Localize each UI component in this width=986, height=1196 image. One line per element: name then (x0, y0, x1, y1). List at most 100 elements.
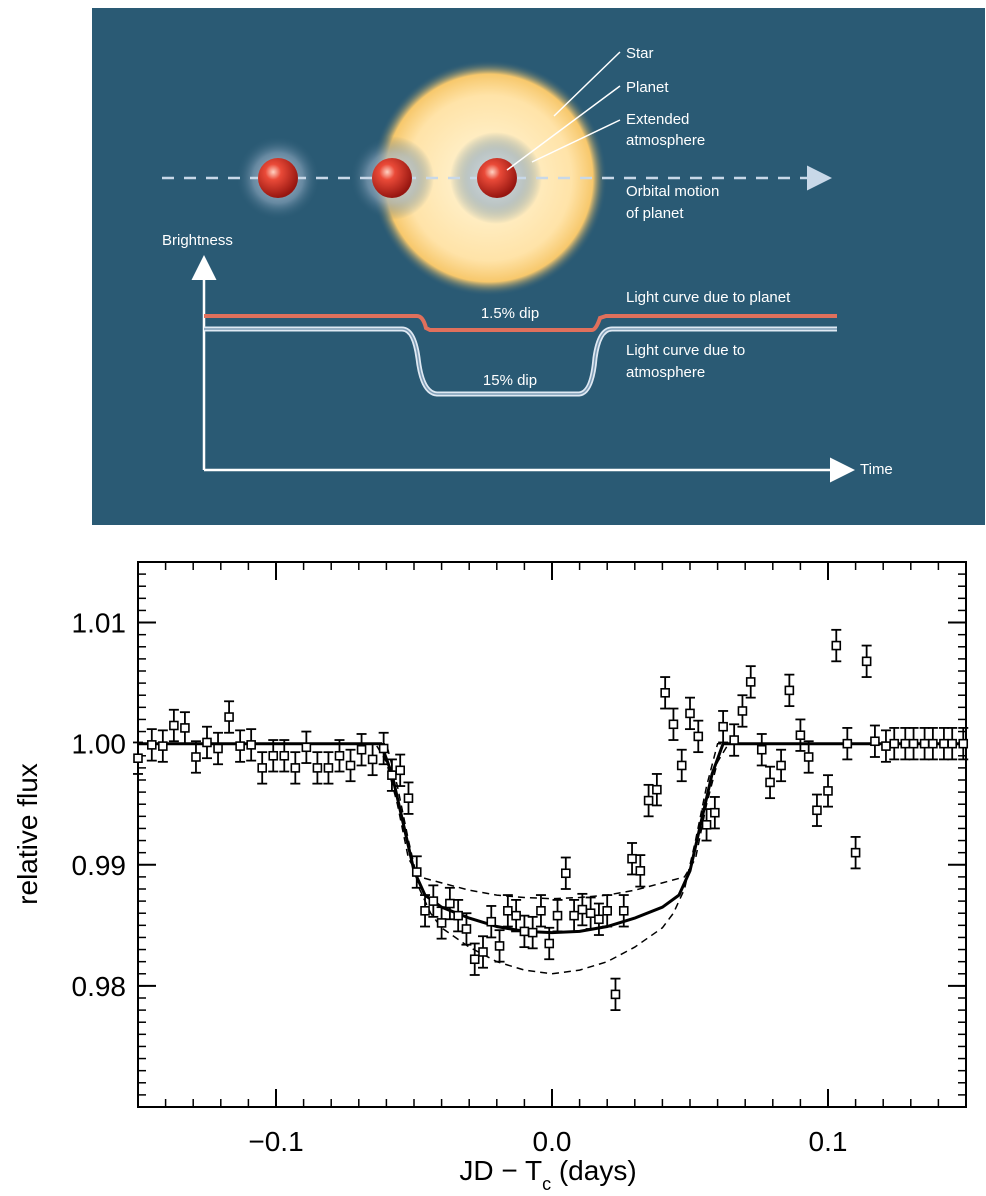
x-axis-title-main: JD − T (459, 1155, 542, 1186)
planet-position-3 (477, 158, 517, 198)
data-points (133, 628, 969, 1012)
data-point (831, 628, 842, 663)
data-point-marker (676, 760, 687, 771)
data-point (569, 898, 580, 933)
data-point-marker (403, 793, 414, 803)
data-point (535, 894, 546, 928)
data-point (312, 751, 323, 785)
data-point (411, 855, 422, 889)
data-point (367, 742, 378, 777)
model-fit (138, 742, 966, 935)
data-point (927, 727, 938, 761)
data-point (486, 905, 497, 939)
data-point (560, 856, 571, 890)
data-point-marker (928, 738, 938, 749)
data-point-marker (301, 742, 312, 753)
data-point (709, 796, 720, 830)
data-point-marker (842, 738, 853, 749)
data-point-marker (729, 735, 739, 745)
data-point-marker (560, 868, 571, 879)
data-point-marker (823, 786, 833, 796)
planet-dip-label: 1.5% dip (481, 305, 539, 322)
data-point (323, 751, 334, 785)
atmosphere-curve-label-1: Light curve due to (626, 342, 745, 359)
data-point (765, 765, 776, 800)
data-point (133, 741, 143, 775)
data-point-marker (900, 738, 911, 749)
light-curve-plot: −0.1 0.0 0.1 0.98 0.99 1.00 1.01 relative flux… (0, 540, 986, 1194)
x-axis-title-subscript: c (542, 1174, 551, 1191)
data-point-marker (202, 737, 212, 748)
data-point-marker (660, 688, 670, 698)
data-point (202, 725, 212, 760)
data-point-marker (958, 738, 969, 749)
data-point (643, 783, 654, 818)
data-point-marker (812, 805, 822, 816)
data-point (850, 836, 861, 870)
atmosphere-curve-label-2: atmosphere (626, 364, 705, 381)
data-point (823, 774, 833, 808)
time-axis-label: Time (860, 461, 893, 478)
data-point-marker (908, 738, 919, 749)
data-point-marker (356, 744, 367, 755)
atmosphere-leader-line (531, 119, 621, 163)
data-point-marker (257, 763, 268, 773)
data-point-marker (536, 905, 546, 916)
data-point-marker (569, 910, 579, 921)
data-point (494, 929, 505, 963)
data-point (478, 935, 488, 969)
data-point (301, 730, 312, 764)
data-point (168, 708, 179, 743)
tick-labels: −0.1 0.0 0.1 0.98 0.99 1.00 1.01 (72, 608, 848, 1157)
data-point-marker (279, 750, 290, 761)
data-point-marker (224, 712, 234, 722)
data-point (179, 711, 190, 745)
data-point-marker (387, 770, 397, 780)
data-point-marker (602, 905, 613, 916)
data-point (552, 898, 563, 933)
data-point-marker (503, 905, 513, 916)
data-point-marker (453, 910, 463, 921)
planet-leader-line (506, 85, 621, 171)
data-point (403, 781, 414, 815)
plot-frame (137, 561, 967, 1108)
data-point-marker (334, 750, 345, 761)
data-point (246, 728, 257, 762)
data-point-marker (420, 905, 430, 916)
data-point (257, 751, 268, 785)
data-point-marker (577, 904, 588, 915)
data-point-marker (191, 752, 201, 762)
atmosphere-light-curve-inner (204, 328, 837, 395)
data-point-marker (756, 744, 767, 755)
data-point-marker (737, 706, 748, 716)
data-point-marker (552, 910, 563, 921)
data-point-marker (268, 750, 279, 761)
data-point-marker (246, 740, 256, 750)
data-point-marker (436, 918, 447, 928)
data-point-marker (469, 954, 480, 965)
x-axis-title: JD − Tc (days) (459, 1155, 636, 1191)
data-point-marker (585, 908, 596, 919)
planet-label: Planet (626, 79, 669, 96)
data-point (190, 740, 201, 774)
data-point (745, 665, 756, 699)
data-point-marker (881, 741, 891, 751)
data-point (146, 728, 157, 762)
data-point-marker (947, 738, 958, 749)
data-point-marker (889, 738, 900, 749)
transit-diagram-svg: Star Planet Extended atmosphere Orbital … (92, 8, 985, 525)
axis-ticks (137, 561, 967, 1108)
data-point-marker (345, 760, 356, 771)
data-point-marker (133, 753, 143, 763)
data-point (811, 793, 822, 827)
data-point (420, 894, 431, 928)
data-point-marker (685, 708, 695, 719)
data-point (803, 740, 814, 774)
data-point-marker (643, 795, 654, 806)
data-point-marker (831, 640, 842, 651)
data-point (469, 942, 480, 976)
data-point (334, 739, 345, 773)
data-point (729, 723, 740, 757)
data-point (585, 896, 596, 930)
data-point (157, 729, 168, 763)
